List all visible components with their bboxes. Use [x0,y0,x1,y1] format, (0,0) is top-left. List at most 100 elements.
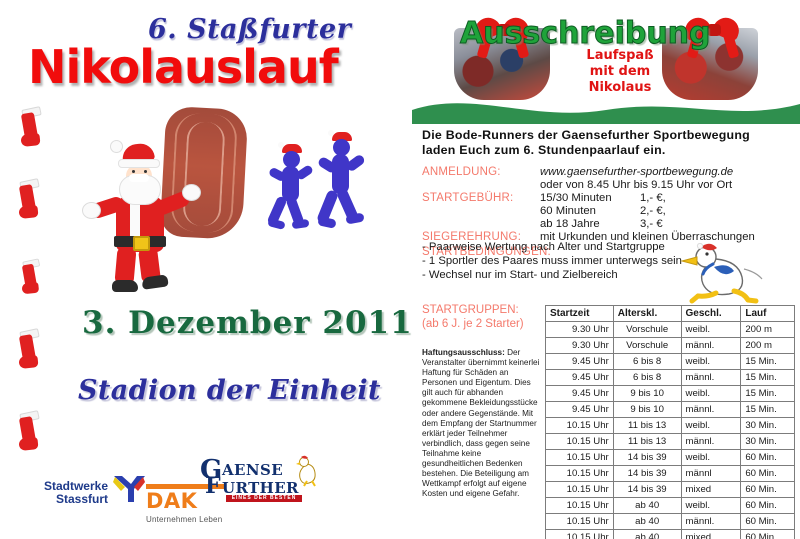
stocking-decoration-4 [18,328,40,370]
runner-right-foot [345,212,365,225]
startgruppen-sublabel: (ab 6 J. je 2 Starter) [422,318,524,330]
cell-lauf: 60 Min. [740,497,795,514]
table-row: 9.45 Uhr 6 bis 8 männl. 15 Min. [545,369,795,386]
slogan-line-1: Laufspaß [586,48,654,63]
table-row: 10.15 Uhr 14 bis 39 mixed 60 Min. [545,481,795,498]
sponsor-dak[interactable]: DAK Unternehmen Leben [146,484,224,524]
fee-3-amount: 3,- € [640,218,663,230]
runner-santa-cap [282,144,302,153]
fee-2-amount: 2,- €, [640,205,666,217]
cell-geschl: mixed [680,529,742,539]
stadtwerke-line1: Stadtwerke [43,479,108,493]
siegerehrung-value: mit Urkunden und kleinen Überraschungen [540,231,755,243]
startgebuehr-label: STARTGEBÜHR: [422,192,514,204]
fee-2-text: 60 Minuten [540,205,596,217]
cell-startzeit: 9.30 Uhr [545,321,614,338]
cell-lauf: 60 Min. [740,449,795,466]
table-row: 10.15 Uhr ab 40 männl. 60 Min. [545,513,795,530]
startgruppen-label: STARTGRUPPEN: [422,304,519,316]
condition-item-3: - Wechsel nur im Start- und Zielbereich [422,269,618,281]
sponsor-stadtwerke-stassfurt[interactable]: Stadtwerke Stassfurt [30,476,145,506]
gaensefurther-g: G [200,455,223,485]
col-header-alterskl: Alterskl. [612,305,682,322]
cell-alterskl: ab 40 [612,529,682,539]
cell-alterskl: ab 40 [612,513,682,530]
cell-startzeit: 9.45 Uhr [545,401,614,418]
cell-startzeit: 9.30 Uhr [545,337,614,354]
gaensefurther-urther: URTHER [222,479,299,497]
cell-alterskl: 11 bis 13 [612,433,682,450]
banner-slogan: Laufspaß mit dem Nikolaus [564,48,676,96]
anmeldung-label: ANMELDUNG: [422,166,501,178]
cell-startzeit: 10.15 Uhr [545,465,614,482]
col-header-lauf: Lauf [740,305,795,322]
cell-alterskl: ab 40 [612,497,682,514]
startbedingungen-label: STARTBEDINGUNGEN: [422,246,551,258]
cell-alterskl: Vorschule [612,321,682,338]
liability-disclaimer: Haftungsausschluss: Der Veranstalter übe… [422,348,542,499]
gaensefurther-f: F [205,473,221,499]
info-row-fee-2: 60 Minuten 2,- €, [422,205,800,218]
cell-lauf: 60 Min. [740,465,795,482]
info-row-fee-3: ab 18 Jahre 3,- € [422,218,800,231]
santa-hat-brim [118,159,160,168]
stocking-foot [20,133,41,147]
cell-alterskl: 9 bis 10 [612,401,682,418]
cell-lauf: 15 Min. [740,353,795,370]
dak-wordmark: DAK [146,489,198,513]
intro-paragraph: Die Bode-Runners der Gaensefurther Sport… [422,128,797,158]
startgruppen-label-block: STARTGRUPPEN: (ab 6 J. je 2 Starter) [422,303,552,331]
event-photo-right [662,28,758,100]
runner-torso [332,154,349,194]
event-venue: Stadion der Einheit [78,375,381,406]
slogan-line-3: Nikolaus [588,80,652,95]
banner-heading: Ausschreibung [460,16,712,52]
cell-geschl: weibl. [680,497,742,514]
stocking-decoration-3 [21,258,41,295]
cell-startzeit: 9.45 Uhr [545,353,614,370]
runner-silhouettes [266,128,398,240]
cell-geschl: männl. [680,337,742,354]
fee-1-text: 15/30 Minuten [540,192,612,204]
santa-right-eye [144,170,147,173]
table-row: 9.45 Uhr 9 bis 10 männl. 15 Min. [545,401,795,418]
cell-startzeit: 10.15 Uhr [545,449,614,466]
bow-knot [707,24,721,36]
info-row-startgebuehr: STARTGEBÜHR: 15/30 Minuten 1,- €, [422,192,800,205]
cell-startzeit: 10.15 Uhr [545,481,614,498]
cell-lauf: 15 Min. [740,401,795,418]
event-info-block: ANMELDUNG: www.gaensefurther-sportbewegu… [422,166,800,259]
table-row: 9.30 Uhr Vorschule männl. 200 m [545,337,795,354]
siegerehrung-label: SIEGEREHRUNG: [422,231,522,243]
table-row: 10.15 Uhr 11 bis 13 weibl. 30 Min. [545,417,795,434]
cell-alterskl: 14 bis 39 [612,481,682,498]
cell-geschl: weibl. [680,321,742,338]
intro-line-2: laden Euch zum 6. Stundenpaarlauf ein. [422,143,666,157]
running-goose-mascot-icon [680,243,763,304]
anmeldung-onsite: oder von 8.45 Uhr bis 9.15 Uhr vor Ort [540,179,733,191]
cell-startzeit: 10.15 Uhr [545,513,614,530]
cell-geschl: männl. [680,369,742,386]
right-column: Ausschreibung Laufspaß mit dem Nikolaus … [412,0,800,539]
gaensefurther-tagline: EINES DER BESTEN [226,495,302,502]
cell-lauf: 200 m [740,321,795,338]
sponsor-gaensefurther[interactable]: G AENSE F URTHER EINES DER BESTEN [200,455,318,502]
cell-geschl: weibl. [680,417,742,434]
cell-alterskl: 6 bis 8 [612,369,682,386]
ribbon-bow-right [681,13,744,59]
fee-3-text: ab 18 Jahre [540,218,600,230]
dak-tagline: Unternehmen Leben [146,515,223,524]
cell-startzeit: 10.15 Uhr [545,417,614,434]
event-photo-left [454,28,550,100]
start-groups-table: Startzeit Alterskl. Geschl. Lauf 9.30 Uh… [545,305,795,539]
poster-edition-line: 6. Staßfurter [148,14,352,45]
left-column: 6. Staßfurter Nikolauslauf [18,14,412,524]
santa-figure [82,140,206,296]
anmeldung-website[interactable]: www.gaensefurther-sportbewegung.de [540,166,734,178]
info-row-startbedingungen: STARTBEDINGUNGEN: [422,246,800,259]
info-row-siegerehrung: SIEGEREHRUNG: mit Urkunden und kleinen Ü… [422,231,800,246]
cell-startzeit: 10.15 Uhr [545,497,614,514]
santa-illustration [78,105,278,298]
table-row: 10.15 Uhr ab 40 mixed 60 Min. [545,529,795,539]
